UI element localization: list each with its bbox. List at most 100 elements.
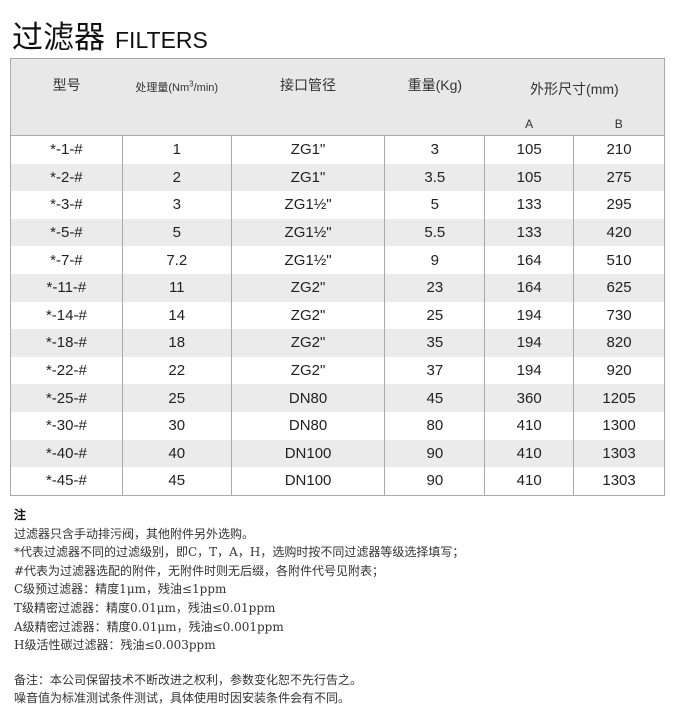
- cell-port: ZG2": [230, 356, 386, 385]
- cell-weight: 80: [384, 411, 486, 440]
- title-en: FILTERS: [115, 27, 208, 53]
- cell-model: *-45-#: [10, 467, 123, 496]
- cell-dim-a: 133: [484, 218, 575, 247]
- cell-weight: 25: [384, 301, 486, 330]
- title-cn: 过滤器: [12, 20, 105, 56]
- cell-port: ZG1½": [230, 191, 386, 219]
- cell-model: *-3-#: [10, 191, 123, 219]
- cell-flow: 1: [121, 134, 232, 164]
- cell-dim-a: 105: [484, 134, 575, 164]
- table-header: 型号 处理量(Nm3/min) 接口管径 重量(Kg) 外形尺寸(mm) A B: [10, 58, 665, 136]
- cell-weight: 5.5: [384, 218, 486, 247]
- cell-weight: 37: [384, 356, 486, 385]
- cell-flow: 7.2: [121, 246, 232, 274]
- table-row: *-7-# 7.2 ZG1½" 9 164 510: [10, 246, 665, 274]
- cell-flow: 14: [121, 301, 232, 330]
- cell-port: ZG2": [230, 329, 386, 357]
- note-line: T级精密过滤器：精度0.01μm，残油≤0.01ppm: [14, 600, 276, 615]
- cell-flow: 25: [121, 384, 232, 412]
- cell-weight: 45: [384, 384, 486, 412]
- cell-dim-b: 1303: [573, 439, 665, 468]
- cell-model: *-5-#: [10, 218, 123, 247]
- cell-dim-b: 510: [573, 246, 665, 274]
- table-row: *-3-# 3 ZG1½" 5 133 295: [10, 191, 665, 219]
- cell-flow: 45: [121, 467, 232, 496]
- cell-weight: 3: [384, 134, 486, 164]
- note-line: A级精密过滤器：精度0.01μm，残油≤0.001ppm: [14, 619, 284, 634]
- cell-dim-a: 410: [484, 439, 575, 468]
- cell-dim-b: 1300: [573, 411, 665, 440]
- table-row: *-11-# 11 ZG2" 23 164 625: [10, 273, 665, 302]
- cell-dim-b: 1205: [573, 384, 665, 412]
- table-row: *-30-# 30 DN80 80 410 1300: [10, 411, 665, 440]
- table-row: *-2-# 2 ZG1" 3.5 105 275: [10, 163, 665, 192]
- header-port: 接口管径: [231, 58, 385, 136]
- cell-dim-a: 194: [484, 329, 575, 357]
- filters-spec-table: 型号 处理量(Nm3/min) 接口管径 重量(Kg) 外形尺寸(mm) A B…: [10, 58, 665, 496]
- notes-section: 注 过滤器只含手动排污阀，其他附件另外选购。 *代表过滤器不同的过滤级别，即C，T…: [14, 506, 464, 708]
- header-dim-b: B: [573, 112, 665, 136]
- page-title: 过滤器 FILTERS: [12, 12, 208, 56]
- header-model: 型号: [10, 58, 123, 136]
- note-line: #代表为过滤器选配的附件，无附件时则无后缀，各附件代号见附表；: [14, 563, 385, 578]
- cell-weight: 3.5: [384, 163, 486, 192]
- table-row: *-5-# 5 ZG1½" 5.5 133 420: [10, 218, 665, 247]
- cell-model: *-25-#: [10, 384, 123, 412]
- cell-dim-b: 275: [573, 163, 665, 192]
- remark-line: 备注：本公司保留技术不断改进之权利，参数变化恕不先行告之。: [14, 672, 363, 687]
- cell-flow: 22: [121, 356, 232, 385]
- notes-heading: 注: [14, 508, 27, 522]
- cell-dim-a: 164: [484, 273, 575, 302]
- cell-dim-b: 730: [573, 301, 665, 330]
- cell-dim-b: 210: [573, 134, 665, 164]
- table-row: *-18-# 18 ZG2" 35 194 820: [10, 329, 665, 357]
- cell-weight: 90: [384, 439, 486, 468]
- cell-port: ZG1½": [230, 218, 386, 247]
- cell-dim-b: 820: [573, 329, 665, 357]
- cell-port: ZG2": [230, 273, 386, 302]
- cell-dim-a: 164: [484, 246, 575, 274]
- cell-model: *-2-#: [10, 163, 123, 192]
- table-row: *-40-# 40 DN100 90 410 1303: [10, 439, 665, 468]
- cell-flow: 40: [121, 439, 232, 468]
- note-line: C级预过滤器：精度1μm，残油≤1ppm: [14, 582, 227, 597]
- cell-weight: 90: [384, 467, 486, 496]
- cell-dim-a: 360: [484, 384, 575, 412]
- cell-dim-a: 194: [484, 301, 575, 330]
- cell-weight: 23: [384, 273, 486, 302]
- table-row: *-45-# 45 DN100 90 410 1303: [10, 467, 665, 496]
- header-dim-a: A: [484, 112, 574, 136]
- cell-model: *-18-#: [10, 329, 123, 357]
- cell-model: *-7-#: [10, 246, 123, 274]
- cell-model: *-1-#: [10, 134, 123, 164]
- cell-weight: 9: [384, 246, 486, 274]
- cell-dim-b: 420: [573, 218, 665, 247]
- table-row: *-22-# 22 ZG2" 37 194 920: [10, 356, 665, 385]
- cell-port: DN80: [230, 411, 386, 440]
- cell-port: ZG1": [230, 163, 386, 192]
- cell-port: ZG1": [230, 134, 386, 164]
- cell-flow: 11: [121, 273, 232, 302]
- cell-dim-a: 410: [484, 467, 575, 496]
- cell-flow: 5: [121, 218, 232, 247]
- cell-model: *-22-#: [10, 356, 123, 385]
- cell-dim-a: 133: [484, 191, 575, 219]
- cell-dim-b: 920: [573, 356, 665, 385]
- note-line: H级活性碳过滤器：残油≤0.003ppm: [14, 638, 216, 653]
- cell-weight: 35: [384, 329, 486, 357]
- table-row: *-14-# 14 ZG2" 25 194 730: [10, 301, 665, 330]
- remark-line: 噪音值为标准测试条件测试，具体使用时因安装条件会有不同。: [14, 691, 351, 706]
- cell-port: DN100: [230, 439, 386, 468]
- cell-port: DN100: [230, 467, 386, 496]
- cell-model: *-40-#: [10, 439, 123, 468]
- header-dimensions: 外形尺寸(mm): [484, 58, 665, 112]
- cell-model: *-30-#: [10, 411, 123, 440]
- cell-flow: 18: [121, 329, 232, 357]
- table-body: *-1-# 1 ZG1" 3 105 210 *-2-# 2 ZG1" 3.5 105 275 *-3-…: [10, 134, 665, 496]
- cell-model: *-11-#: [10, 273, 123, 302]
- cell-flow: 3: [121, 191, 232, 219]
- cell-flow: 30: [121, 411, 232, 440]
- cell-dim-b: 625: [573, 273, 665, 302]
- cell-dim-b: 1303: [573, 467, 665, 496]
- cell-port: DN80: [230, 384, 386, 412]
